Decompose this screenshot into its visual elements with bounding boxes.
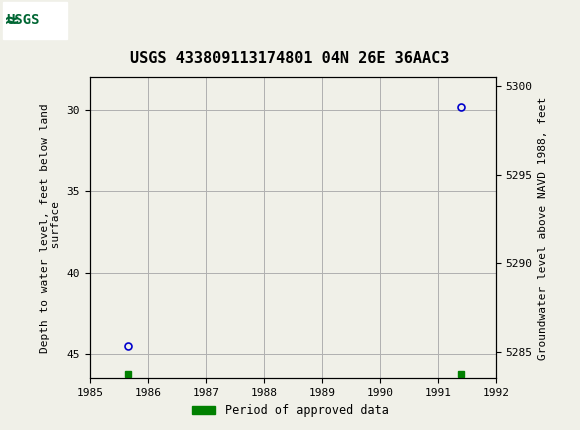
- Text: ≈: ≈: [4, 11, 20, 30]
- Bar: [3, 2, 67, 39]
- Legend: Period of approved data: Period of approved data: [187, 399, 393, 422]
- Text: ≈USGS: ≈USGS: [5, 12, 50, 27]
- Y-axis label: Groundwater level above NAVD 1988, feet: Groundwater level above NAVD 1988, feet: [538, 96, 548, 359]
- Text: USGS 433809113174801 04N 26E 36AAC3: USGS 433809113174801 04N 26E 36AAC3: [130, 51, 450, 65]
- Text: USGS: USGS: [6, 13, 39, 28]
- Y-axis label: Depth to water level, feet below land
 surface: Depth to water level, feet below land su…: [39, 103, 61, 353]
